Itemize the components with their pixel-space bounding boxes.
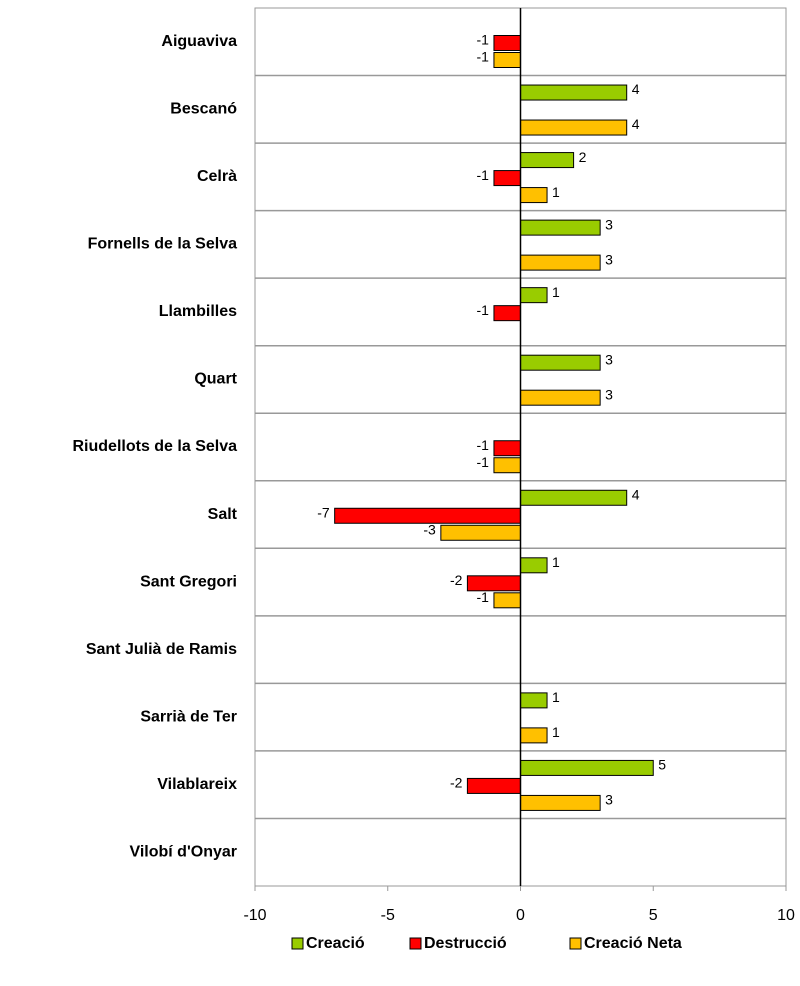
legend-swatch bbox=[409, 937, 422, 950]
value-label: 3 bbox=[605, 251, 613, 267]
legend-label: Creació Neta bbox=[584, 935, 682, 952]
x-tick-label: 0 bbox=[516, 907, 525, 924]
value-label: 3 bbox=[605, 216, 613, 232]
legend-swatch bbox=[569, 937, 582, 950]
value-label: 3 bbox=[605, 351, 613, 367]
value-label: -1 bbox=[476, 437, 489, 453]
value-label: 3 bbox=[605, 386, 613, 402]
category-label: Sarrià de Ter bbox=[140, 708, 237, 725]
category-label: Aiguaviva bbox=[161, 33, 237, 50]
value-label: -1 bbox=[476, 167, 489, 183]
bar bbox=[466, 777, 521, 794]
bar bbox=[520, 219, 601, 236]
bar bbox=[493, 52, 522, 68]
value-label: 3 bbox=[605, 792, 613, 808]
category-label: Llambilles bbox=[159, 303, 237, 320]
bar bbox=[493, 592, 522, 609]
bar bbox=[520, 354, 601, 371]
x-tick-label: 10 bbox=[777, 907, 795, 924]
value-label: 1 bbox=[552, 284, 560, 300]
value-label: 1 bbox=[552, 554, 560, 570]
legend-label: Creació bbox=[306, 935, 365, 952]
bar bbox=[520, 759, 654, 776]
value-label: -3 bbox=[423, 521, 436, 537]
legend-label: Destrucció bbox=[424, 935, 507, 952]
value-label: -7 bbox=[317, 504, 330, 520]
value-label: -1 bbox=[476, 589, 489, 605]
bar bbox=[520, 389, 601, 406]
bar bbox=[520, 287, 548, 304]
value-label: 1 bbox=[552, 184, 560, 200]
bar bbox=[520, 119, 628, 136]
bar bbox=[493, 35, 522, 51]
x-tick-label: -5 bbox=[381, 907, 395, 924]
category-label: Celrà bbox=[197, 168, 237, 185]
value-label: 1 bbox=[552, 689, 560, 705]
value-label: 5 bbox=[658, 757, 666, 773]
bar bbox=[520, 794, 601, 811]
value-label: -1 bbox=[476, 49, 489, 65]
value-label: -2 bbox=[450, 572, 463, 588]
category-label: Sant Gregori bbox=[140, 573, 237, 590]
legend-swatch bbox=[291, 937, 304, 950]
category-label: Bescanó bbox=[170, 101, 237, 118]
category-label: Sant Julià de Ramis bbox=[86, 641, 237, 658]
bar bbox=[493, 440, 522, 457]
category-label: Vilobí d'Onyar bbox=[129, 843, 237, 860]
bar bbox=[520, 84, 628, 101]
bar bbox=[520, 557, 548, 574]
value-label: 4 bbox=[632, 116, 640, 132]
x-tick-label: 5 bbox=[649, 907, 658, 924]
value-label: -1 bbox=[476, 454, 489, 470]
bar bbox=[520, 152, 575, 169]
bar bbox=[520, 187, 548, 204]
x-tick-label: -10 bbox=[243, 907, 266, 924]
bar bbox=[466, 575, 521, 592]
bar bbox=[520, 727, 548, 744]
bar bbox=[493, 457, 522, 474]
category-label: Vilablareix bbox=[157, 776, 237, 793]
bar bbox=[493, 305, 522, 322]
bar bbox=[520, 489, 628, 506]
bar bbox=[520, 254, 601, 271]
category-label: Salt bbox=[208, 506, 238, 523]
value-label: 4 bbox=[632, 486, 640, 502]
value-label: 4 bbox=[632, 81, 640, 97]
value-label: 2 bbox=[579, 149, 587, 165]
category-label: Fornells de la Selva bbox=[88, 236, 238, 253]
value-label: -2 bbox=[450, 775, 463, 791]
category-label: Quart bbox=[194, 371, 237, 388]
category-label: Riudellots de la Selva bbox=[73, 438, 238, 455]
value-label: -1 bbox=[476, 32, 489, 48]
value-label: -1 bbox=[476, 302, 489, 318]
bar bbox=[520, 692, 548, 709]
bar bbox=[493, 170, 522, 187]
value-label: 1 bbox=[552, 724, 560, 740]
bar bbox=[440, 524, 522, 541]
